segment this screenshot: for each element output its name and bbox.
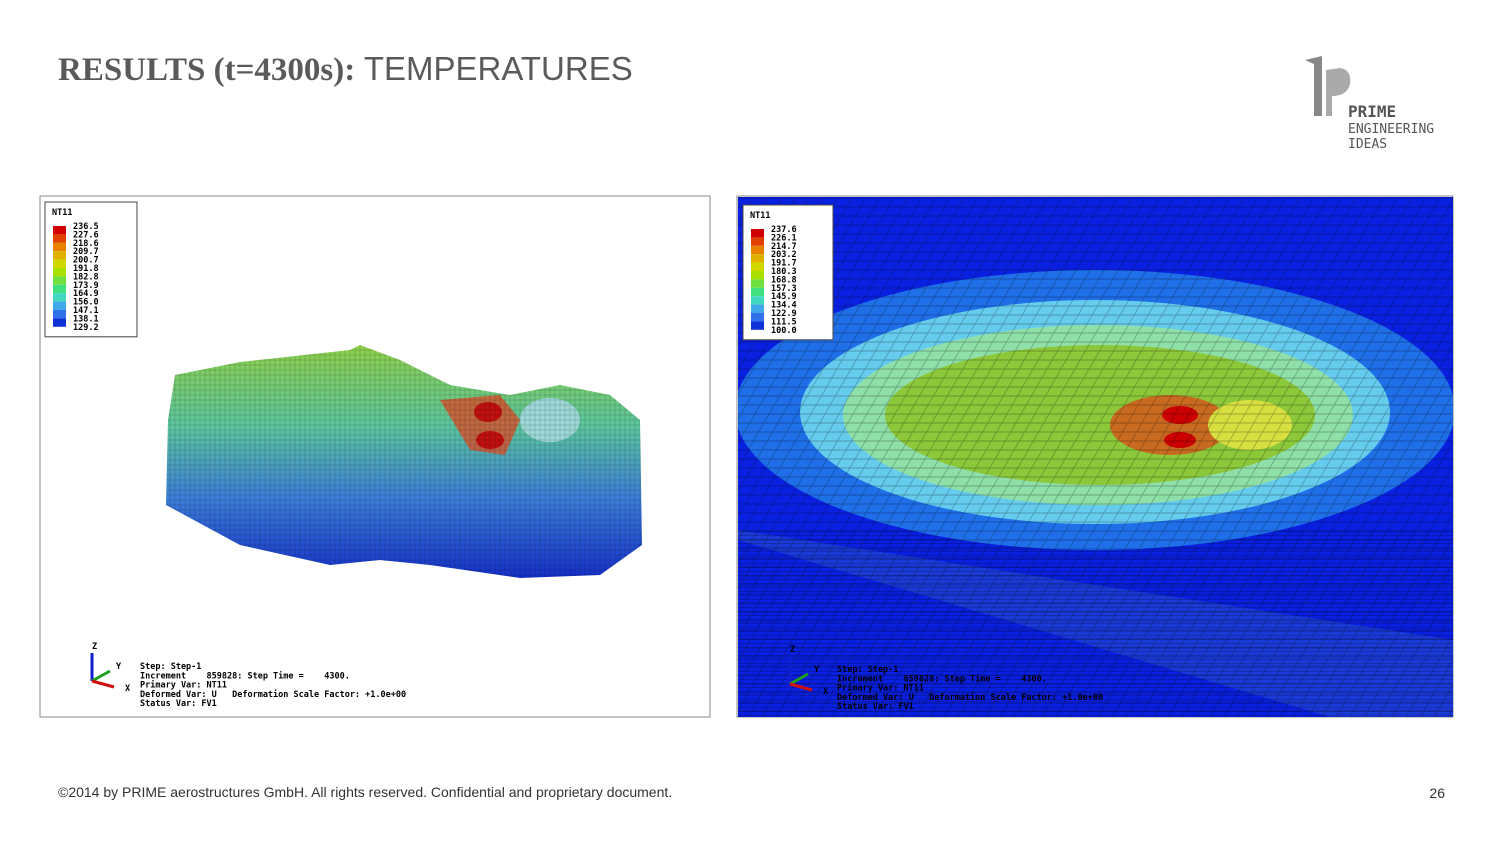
status-line: Step: Step-1 xyxy=(140,662,201,672)
legend-swatch xyxy=(751,313,764,322)
legend-swatch xyxy=(53,318,66,327)
plate-render xyxy=(738,197,1453,717)
legend-label: 182.8 xyxy=(73,272,99,282)
status-line: Increment 859828: Step Time = 4300. xyxy=(837,673,1047,684)
legend-label: 134.4 xyxy=(771,301,797,311)
legend-swatch xyxy=(53,310,66,319)
part-render xyxy=(166,345,642,578)
legend-label: 168.8 xyxy=(771,275,797,285)
logo: PRIME ENGINEERING IDEAS xyxy=(1305,56,1434,152)
legend-swatch xyxy=(53,251,66,260)
status-line: Deformed Var: U Deformation Scale Factor… xyxy=(837,692,1103,703)
status-line: Status Var: FV1 xyxy=(140,699,217,709)
legend-label: 191.7 xyxy=(771,259,797,269)
legend-swatch xyxy=(53,268,66,277)
legend-label: 200.7 xyxy=(73,256,99,266)
status-line: Step: Step-1 xyxy=(837,665,898,675)
axis-y xyxy=(91,669,111,683)
legend-label: 164.9 xyxy=(73,289,99,299)
legend-title: NT11 xyxy=(52,208,72,218)
footer-text: ©2014 by PRIME aerostructures GmbH. All … xyxy=(58,784,672,800)
legend-label: 122.9 xyxy=(771,309,797,319)
legend-label: 147.1 xyxy=(73,306,99,316)
axis-x xyxy=(91,679,115,689)
legend-label: 138.1 xyxy=(73,314,99,324)
legend-label: 218.6 xyxy=(73,239,99,249)
legend-swatch xyxy=(53,226,66,235)
legend-label: 100.0 xyxy=(771,326,797,336)
legend-swatch xyxy=(53,242,66,252)
legend-label: 209.7 xyxy=(73,247,99,257)
status-line: Primary Var: NT11 xyxy=(140,680,227,691)
logo-text: PRIME xyxy=(1348,102,1396,121)
legend-swatch xyxy=(53,276,66,285)
status-line: Primary Var: NT11 xyxy=(837,683,924,694)
legend-label: 191.8 xyxy=(73,264,99,274)
page-number: 26 xyxy=(1429,785,1445,801)
legend-swatch xyxy=(751,245,764,255)
axis-label: X xyxy=(125,684,130,694)
legend-label: 111.5 xyxy=(771,317,797,327)
axis-label: X xyxy=(823,687,828,697)
axis-label: Y xyxy=(116,662,122,672)
legend-swatch xyxy=(751,279,764,288)
legend-label: 129.2 xyxy=(73,323,99,333)
legend-label: 173.9 xyxy=(73,281,99,291)
legend-label: 214.7 xyxy=(771,242,797,252)
axis-label: Y xyxy=(814,665,820,675)
legend-swatch xyxy=(751,237,764,246)
legend-label: 236.5 xyxy=(73,222,99,232)
slide-title: RESULTS (t=4300s): TEMPERATURES xyxy=(58,50,633,88)
legend-swatch xyxy=(53,284,66,294)
legend-swatch xyxy=(751,262,764,271)
legend-swatch xyxy=(53,234,66,243)
status-line: Deformed Var: U Deformation Scale Factor… xyxy=(140,689,406,700)
legend-swatch xyxy=(751,287,764,297)
legend-label: 157.3 xyxy=(771,284,797,294)
legend-swatch xyxy=(751,229,764,238)
axis-label: Z xyxy=(92,642,97,652)
legend-swatch xyxy=(53,259,66,268)
legend-swatch xyxy=(53,301,66,310)
legend-label: 156.0 xyxy=(73,298,99,308)
legend-swatch xyxy=(751,296,764,305)
legend-label: 203.2 xyxy=(771,250,797,260)
legend-swatch xyxy=(751,271,764,280)
logo-text: ENGINEERING xyxy=(1348,122,1434,137)
axis-y xyxy=(789,672,809,686)
status-line: Increment 859828: Step Time = 4300. xyxy=(140,670,350,681)
axis-x xyxy=(789,682,813,692)
legend-swatch xyxy=(751,254,764,263)
legend-label: 237.6 xyxy=(771,225,797,235)
legend-label: 180.3 xyxy=(771,267,797,277)
legend-swatch xyxy=(751,304,764,313)
legend-label: 145.9 xyxy=(771,292,797,302)
axis-label: Z xyxy=(790,645,795,655)
status-line: Status Var: FV1 xyxy=(837,702,914,712)
legend-label: 226.1 xyxy=(771,233,797,243)
legend-label: 227.6 xyxy=(73,230,99,240)
logo-text: IDEAS xyxy=(1348,137,1387,152)
legend-title: NT11 xyxy=(750,211,770,221)
legend-swatch xyxy=(751,321,764,330)
legend-swatch xyxy=(53,293,66,302)
